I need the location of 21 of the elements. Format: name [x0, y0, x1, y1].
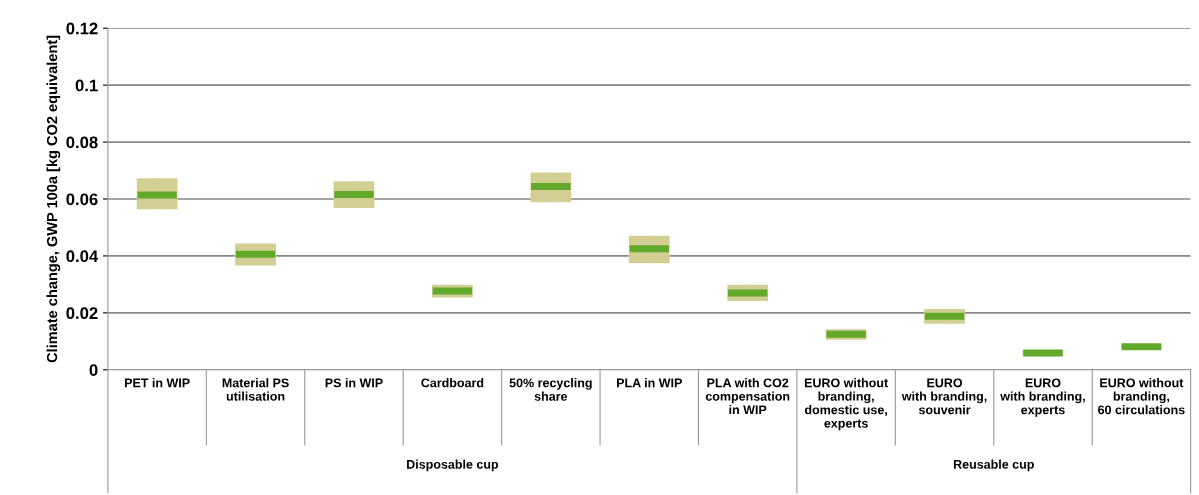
x-tick-label: EURO with branding, experts — [1000, 378, 1085, 417]
x-tick-label: PLA in WIP — [617, 378, 682, 388]
text: Disposable cup — [407, 459, 499, 472]
x-tick-label: PLA with CO2 compensation in WIP — [705, 378, 790, 415]
y-tick-label: 0.12 — [66, 22, 98, 35]
y-tick-label: 0.02 — [66, 307, 98, 320]
text: Reusable cup — [953, 459, 1034, 472]
y-tick-label: 0.06 — [66, 193, 98, 206]
x-tick-label: 50% recycling share — [509, 378, 592, 401]
x-tick-label: EURO without branding, 60 circulations — [1098, 378, 1185, 415]
y-axis-title: Climate change, GWP 100a [kg CO2 equivalent] — [46, 35, 61, 363]
y-tick-label: 0.1 — [75, 79, 98, 92]
y-tick-label: 0.08 — [66, 136, 98, 149]
x-tick-label: PS in WIP — [325, 378, 383, 388]
x-tick-label: Cardboard — [421, 378, 484, 388]
y-tick-label: 0 — [89, 364, 98, 376]
y-tick-label: 0.04 — [66, 250, 99, 263]
x-tick-label: EURO without branding, domestic use, experts — [804, 378, 888, 431]
x-tick-label: Material PS utilisation — [222, 378, 289, 401]
x-tick-label: PET in WIP — [124, 378, 190, 388]
x-tick-label: EURO with branding, souvenir — [901, 378, 987, 415]
